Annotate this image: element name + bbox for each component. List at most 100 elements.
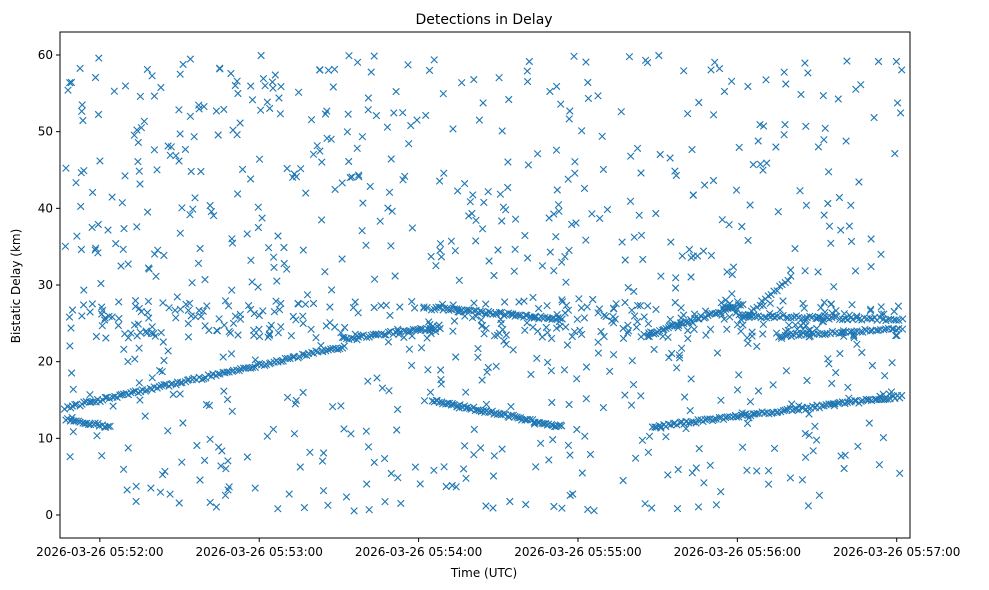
data-point (322, 322, 330, 330)
data-point (834, 95, 842, 103)
data-point (468, 314, 477, 322)
data-point (80, 167, 88, 175)
data-point (101, 423, 110, 431)
data-point (584, 94, 593, 103)
data-point (261, 82, 269, 90)
data-point (566, 451, 574, 459)
data-point (857, 81, 865, 89)
data-point (506, 497, 514, 506)
data-point (603, 205, 612, 214)
data-point (504, 158, 512, 166)
data-point (892, 331, 900, 340)
data-point (308, 348, 316, 357)
data-point (338, 179, 346, 187)
data-point (628, 357, 636, 365)
data-point (482, 324, 490, 332)
data-point (454, 308, 462, 316)
data-point (222, 465, 230, 473)
data-point (131, 296, 140, 305)
data-point (888, 359, 896, 367)
data-point (824, 199, 832, 208)
data-point (851, 396, 859, 405)
data-point (742, 311, 750, 319)
data-point (738, 409, 746, 417)
data-point (470, 299, 478, 307)
data-point (689, 319, 697, 327)
data-point (319, 487, 328, 495)
data-point (672, 274, 680, 282)
data-point (662, 433, 670, 441)
data-point (231, 81, 239, 90)
data-point (395, 330, 403, 339)
data-point (269, 425, 278, 433)
data-point (568, 220, 576, 229)
data-point (678, 252, 686, 260)
data-point (720, 315, 728, 323)
data-point (673, 504, 682, 513)
data-point (299, 319, 307, 328)
data-point (841, 399, 849, 408)
data-point (225, 327, 233, 336)
data-point (845, 394, 853, 402)
data-point (479, 99, 487, 107)
data-point (124, 444, 132, 452)
data-point (529, 293, 537, 302)
data-point (569, 490, 577, 498)
data-point (385, 188, 394, 196)
data-point (624, 283, 632, 292)
data-point (722, 296, 730, 304)
data-point (560, 366, 569, 374)
data-point (584, 78, 592, 87)
data-point (874, 57, 883, 66)
data-point (650, 345, 658, 354)
data-point (735, 143, 743, 152)
data-point (124, 357, 132, 366)
data-point (482, 300, 490, 308)
data-point (135, 379, 143, 387)
data-point (572, 219, 580, 227)
data-point (502, 331, 510, 339)
data-point (682, 424, 690, 433)
data-point (510, 267, 518, 275)
data-point (558, 258, 566, 266)
data-point (785, 321, 793, 329)
data-point (377, 302, 385, 310)
data-point (205, 326, 213, 335)
data-point (354, 171, 363, 179)
data-point (466, 198, 474, 206)
data-point (584, 505, 592, 514)
data-point (648, 504, 656, 512)
y-axis: 0 10 20 30 40 50 60 (38, 48, 60, 522)
data-point (86, 308, 94, 316)
data-point (250, 331, 258, 340)
data-point (243, 230, 251, 238)
data-point (573, 375, 581, 383)
data-point (172, 314, 180, 322)
data-point (158, 471, 167, 479)
data-point (132, 497, 140, 506)
data-point (823, 329, 831, 337)
data-point (801, 453, 810, 461)
data-point (630, 312, 639, 320)
data-point (582, 395, 590, 403)
data-point (216, 65, 224, 73)
data-point (738, 411, 746, 419)
data-point (68, 306, 77, 314)
data-point (772, 143, 780, 151)
data-point (713, 349, 722, 357)
data-point (449, 301, 457, 309)
data-point (366, 182, 374, 191)
data-point (586, 450, 595, 459)
data-point (150, 92, 159, 100)
data-point (351, 298, 359, 306)
data-point (760, 313, 769, 321)
data-point (748, 328, 756, 336)
data-point (62, 164, 70, 172)
data-point (184, 333, 193, 341)
data-point (687, 273, 695, 281)
data-point (359, 331, 367, 339)
data-point (530, 420, 539, 428)
data-point (898, 66, 906, 74)
data-point (158, 368, 166, 376)
data-point (568, 332, 576, 341)
